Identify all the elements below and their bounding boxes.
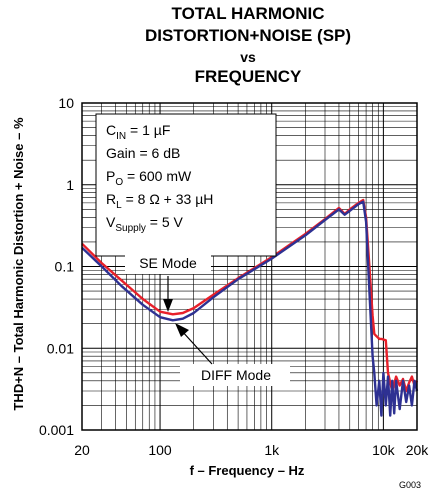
condition-po: PO = 600 mW [106, 168, 192, 188]
y-axis-label: THD+N – Total Harmonic Distortion + Nois… [11, 117, 26, 410]
title-line-1: TOTAL HARMONIC [172, 4, 325, 23]
diff-mode-annotation: DIFF Mode [175, 323, 290, 386]
x-tick-label: 1k [264, 442, 280, 458]
title-line-4: FREQUENCY [195, 67, 302, 86]
y-tick-label: 0.001 [39, 422, 74, 438]
vsupply-value: = 5 V [146, 214, 184, 230]
y-tick-label: 0.1 [55, 259, 75, 275]
se-mode-series-line [81, 198, 419, 393]
x-tick-label: 10k [372, 442, 396, 458]
x-tick-label: 20k [406, 442, 430, 458]
po-symbol: P [106, 168, 115, 184]
condition-rl: RL = 8 Ω + 33 µH [106, 191, 213, 211]
se-mode-annotation: SE Mode [125, 252, 211, 312]
vsupply-subscript: Supply [115, 223, 146, 234]
cin-subscript: IN [116, 131, 126, 142]
cin-value: = 1 µF [126, 122, 170, 138]
diff-mode-label-background [180, 364, 290, 386]
se-mode-label-background [125, 252, 211, 274]
po-value: = 600 mW [123, 168, 192, 184]
condition-vsupply: VSupply = 5 V [106, 214, 184, 234]
title-line-3: vs [240, 49, 256, 65]
rl-subscript: L [116, 200, 122, 211]
x-tick-label: 20 [74, 442, 90, 458]
condition-cin: CIN = 1 µF [106, 122, 170, 142]
se-mode-label: SE Mode [139, 255, 197, 271]
axis-ticks: 20 100 1k 10k 20k 10 1 0.1 0.01 0.001 [39, 95, 429, 458]
vsupply-symbol: V [106, 214, 116, 230]
data-series [81, 198, 419, 417]
plot-frame [81, 102, 418, 431]
diff-mode-label: DIFF Mode [201, 367, 271, 383]
figure-code: G003 [399, 480, 421, 490]
test-conditions-box: CIN = 1 µF Gain = 6 dB PO = 600 mW RL = … [95, 113, 277, 257]
x-tick-label: 100 [148, 442, 172, 458]
rl-value: = 8 Ω + 33 µH [122, 191, 214, 207]
cin-symbol: C [106, 122, 116, 138]
po-subscript: O [115, 177, 123, 188]
diff-mode-arrowhead [175, 323, 189, 337]
y-tick-label: 1 [66, 177, 74, 193]
title-line-2: DISTORTION+NOISE (SP) [145, 26, 351, 45]
conditions-background [95, 113, 277, 257]
diff-mode-arrow-line [180, 329, 213, 365]
se-mode-arrowhead [163, 299, 173, 312]
rl-symbol: R [106, 191, 116, 207]
y-tick-label: 0.01 [47, 340, 74, 356]
x-axis-label: f – Frequency – Hz [190, 463, 305, 478]
y-tick-label: 10 [58, 95, 74, 111]
chart-title: TOTAL HARMONIC DISTORTION+NOISE (SP) vs … [145, 4, 351, 86]
diff-mode-series-line [81, 200, 419, 417]
condition-gain: Gain = 6 dB [106, 145, 180, 161]
